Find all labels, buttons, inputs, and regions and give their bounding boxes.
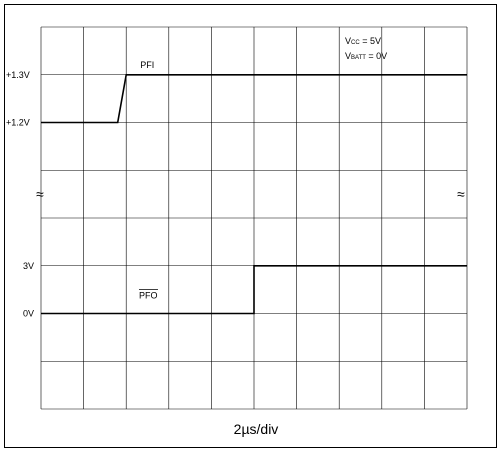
y-tick-label: +1.2V: [6, 118, 30, 128]
pfi-trace: [41, 74, 467, 124]
signal-labels: PFI PFO: [138, 60, 158, 301]
pfo-label: PFO: [139, 291, 158, 301]
vbatt-condition: VBATT = 0V: [345, 51, 387, 61]
outer-frame: [4, 4, 497, 448]
break-symbol-left: ≈: [36, 186, 44, 202]
y-tick-label: 0V: [23, 309, 34, 319]
y-tick-label: +1.3V: [6, 70, 30, 80]
y-tick-labels: +1.3V +1.2V 3V 0V: [6, 70, 34, 319]
vcc-subscript: CC: [351, 40, 360, 46]
vcc-symbol: V: [345, 36, 351, 46]
y-tick-label: 3V: [23, 261, 34, 271]
vbatt-subscript: BATT: [351, 55, 366, 61]
traces: [41, 74, 467, 315]
vbatt-symbol: V: [345, 51, 351, 61]
vcc-condition: VCC = 5V: [345, 36, 381, 46]
pfi-label: PFI: [140, 60, 154, 70]
pfo-trace: [41, 264, 467, 315]
x-axis-label: 2µs/div: [234, 421, 279, 437]
break-symbol-right: ≈: [457, 186, 465, 202]
vbatt-value: = 0V: [366, 51, 387, 61]
vcc-value: = 5V: [360, 36, 381, 46]
